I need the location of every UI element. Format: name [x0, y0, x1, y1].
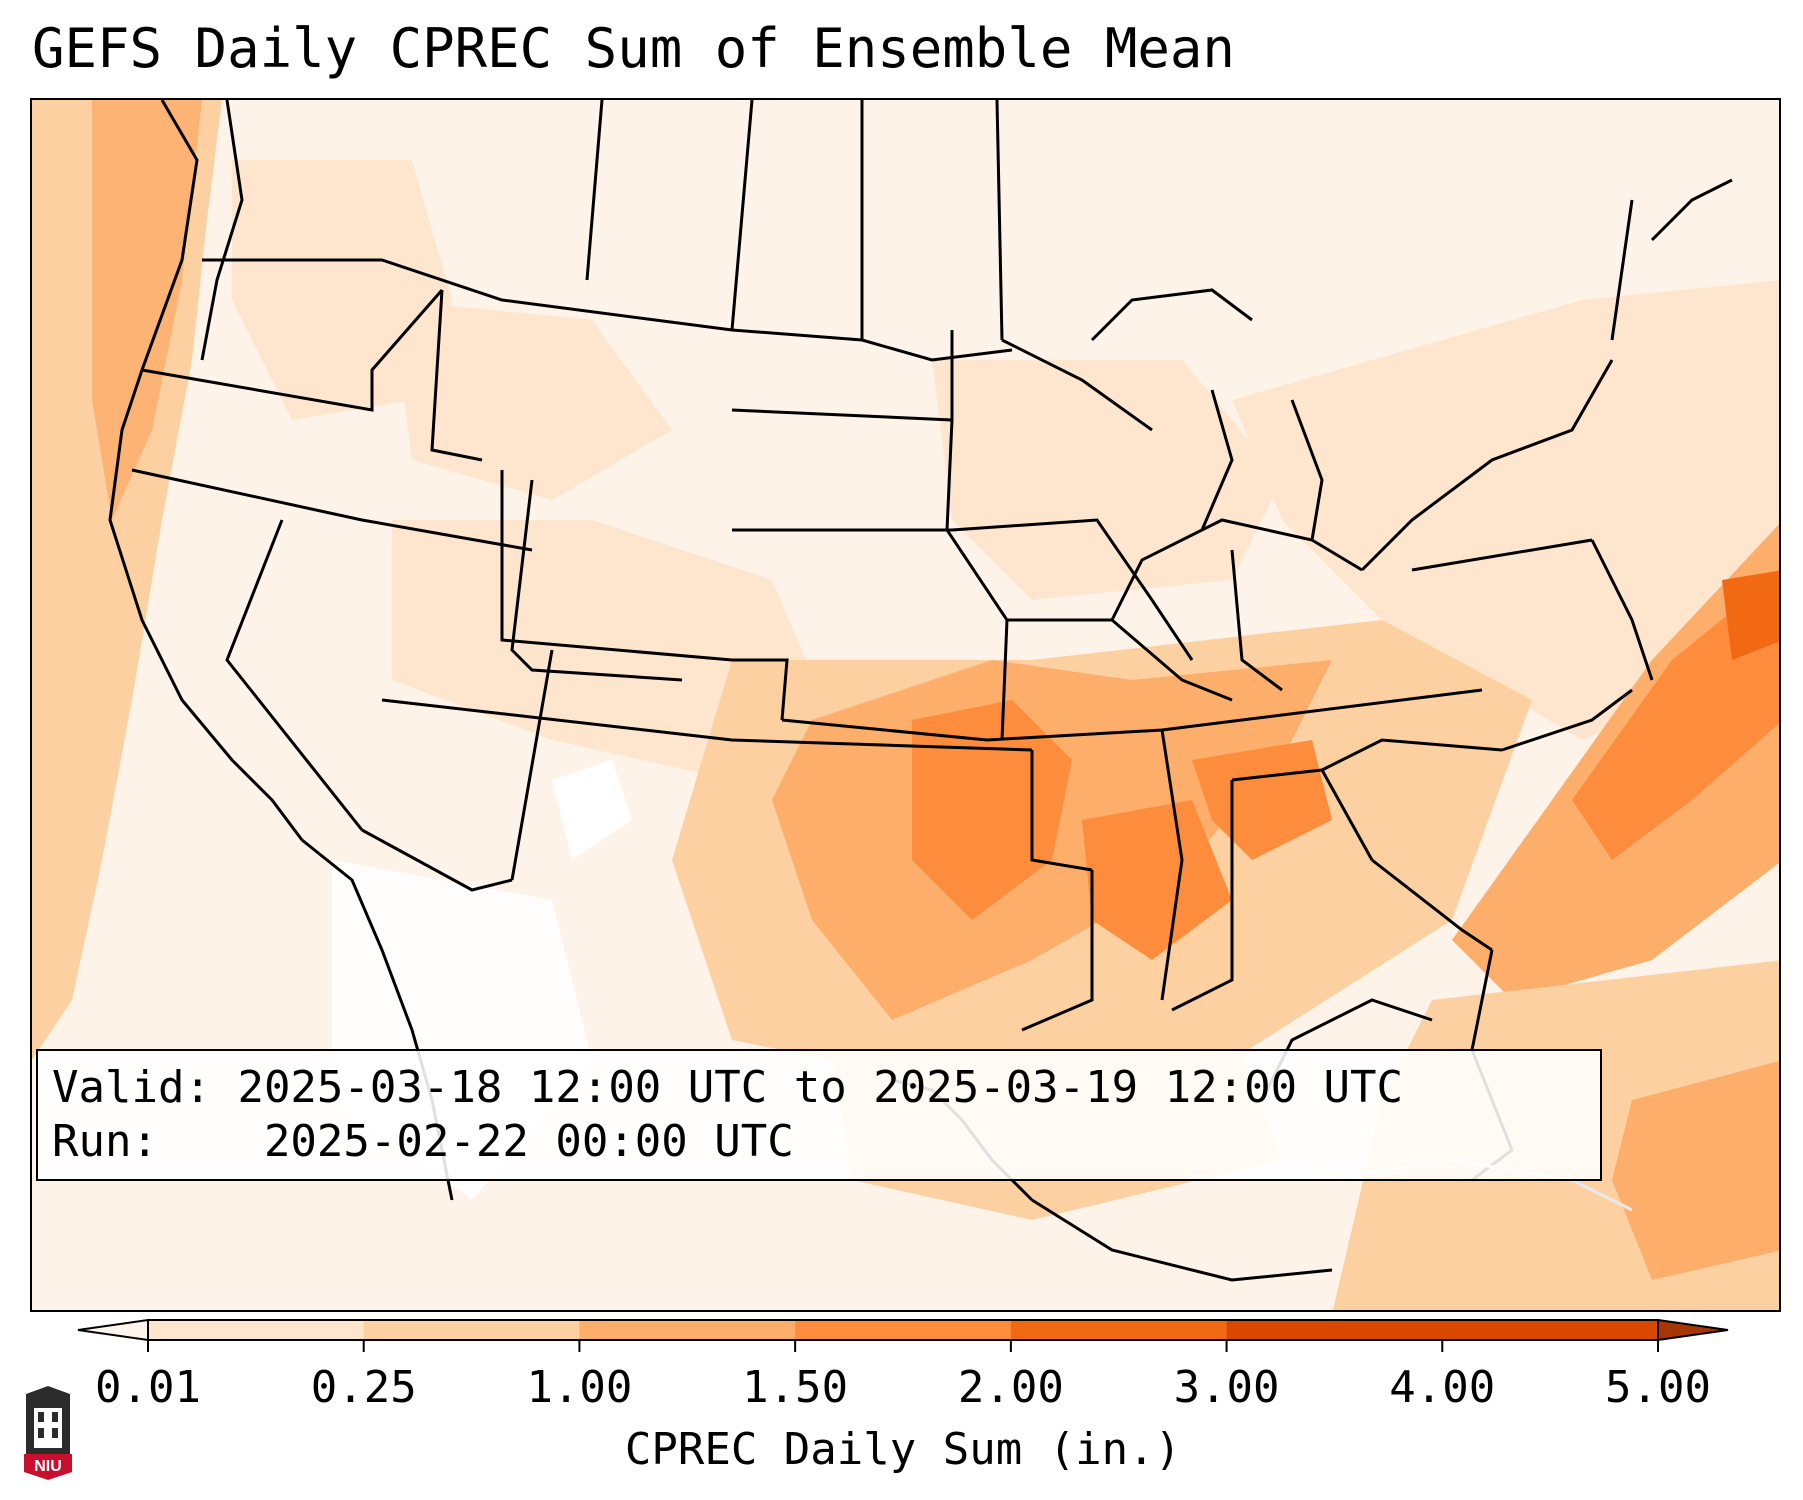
- colorbar-segment: [148, 1320, 365, 1340]
- run-time-row: Run: 2025-02-22 00:00 UTC: [52, 1115, 1586, 1169]
- map-canvas: [32, 100, 1779, 1310]
- colorbar-segment: [363, 1320, 580, 1340]
- colorbar-segment: [795, 1320, 1012, 1340]
- colorbar-segment: [579, 1320, 796, 1340]
- valid-run-info-box: Valid: 2025-03-18 12:00 UTC to 2025-03-1…: [36, 1049, 1602, 1181]
- run-time: 2025-02-22 00:00 UTC: [263, 1116, 794, 1167]
- colorbar-segment: [1442, 1320, 1659, 1340]
- colorbar-tick-label: 2.00: [957, 1362, 1064, 1413]
- colorbar-tick-label: 0.25: [310, 1362, 417, 1413]
- valid-time-row: Valid: 2025-03-18 12:00 UTC to 2025-03-1…: [52, 1061, 1586, 1115]
- map-title: GEFS Daily CPREC Sum of Ensemble Mean: [32, 17, 1235, 80]
- precipitation-map: [30, 98, 1781, 1312]
- run-label: Run:: [52, 1116, 158, 1167]
- colorbar-tick-label: 1.00: [526, 1362, 633, 1413]
- colorbar-extend-high: [1657, 1318, 1729, 1342]
- colorbar-tick-label: 5.00: [1605, 1362, 1711, 1413]
- precip-shading: [32, 100, 1779, 1310]
- colorbar-segment: [1226, 1320, 1443, 1340]
- niu-logo: NIU: [24, 1386, 72, 1480]
- valid-time: 2025-03-18 12:00 UTC to 2025-03-19 12:00…: [237, 1062, 1404, 1113]
- colorbar-label: CPREC Daily Sum (in.): [624, 1424, 1182, 1475]
- valid-label: Valid:: [52, 1062, 211, 1113]
- niu-logo-text: NIU: [34, 1458, 62, 1475]
- colorbar-tick-label: 0.01: [95, 1362, 201, 1413]
- colorbar-tick-label: 1.50: [742, 1362, 849, 1413]
- colorbar-extend-low: [77, 1318, 149, 1342]
- colorbar-segment: [1010, 1320, 1228, 1340]
- colorbar-tick-label: 4.00: [1389, 1362, 1496, 1413]
- colorbar: [77, 1318, 1729, 1352]
- colorbar-outline: [147, 1319, 1659, 1341]
- colorbar-tick-label: 3.00: [1173, 1362, 1280, 1413]
